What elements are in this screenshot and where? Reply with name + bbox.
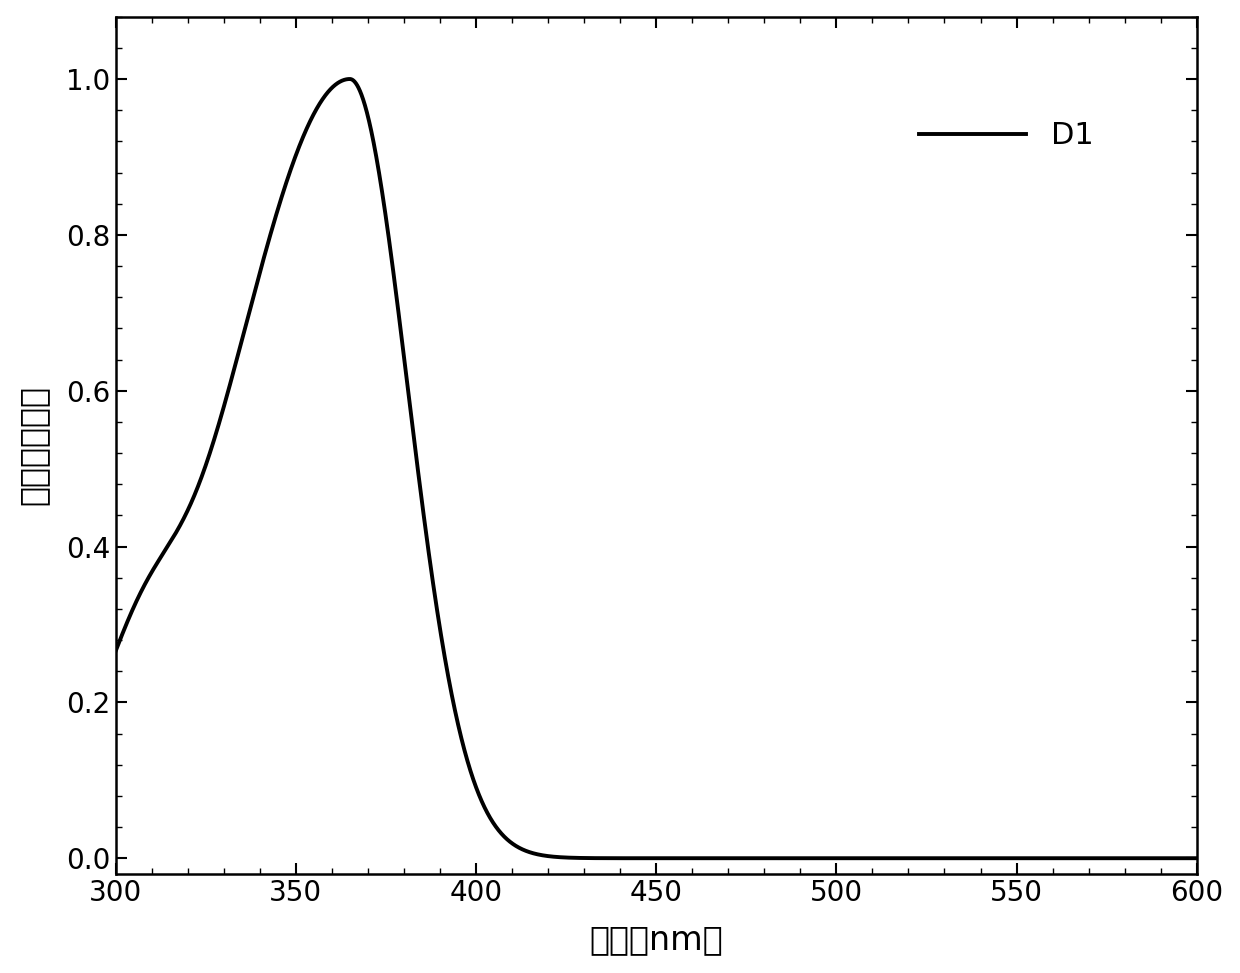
Line: D1: D1 (115, 79, 1197, 858)
D1 (811, 852, 826, 864)
X-axis label: 波长（nm）: 波长（nm） (589, 923, 723, 956)
Legend: D1: D1 (908, 109, 1106, 162)
D1 (305, 112, 320, 124)
D1 (915, 852, 930, 864)
D1 (522, 847, 537, 858)
D1 (756, 852, 771, 864)
D1 (108, 645, 123, 657)
D1 (1189, 852, 1204, 864)
D1 (997, 852, 1012, 864)
D1 (342, 73, 357, 85)
Y-axis label: 相对吸收轻度: 相对吸收轻度 (16, 385, 50, 505)
